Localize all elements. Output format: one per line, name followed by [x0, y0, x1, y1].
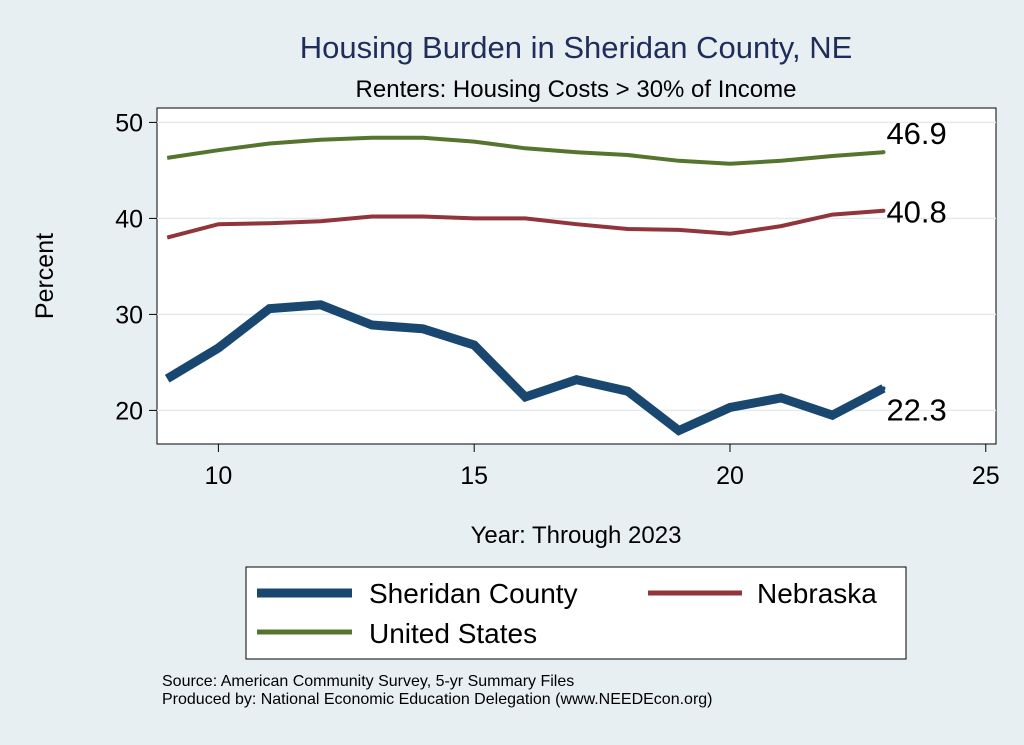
x-tick-label: 20 — [716, 462, 744, 490]
y-tick-label: 50 — [115, 109, 143, 137]
legend-box — [245, 566, 907, 660]
legend-label-sheridan-county: Sheridan County — [369, 578, 578, 609]
x-axis-label: Year: Through 2023 — [471, 522, 682, 549]
producer-note: Produced by: National Economic Education… — [162, 691, 713, 708]
endpoint-marker-sheridan-county — [881, 386, 886, 391]
end-label-sheridan-county: 22.3 — [886, 392, 946, 427]
source-note: Source: American Community Survey, 5-yr … — [162, 673, 575, 690]
chart-title: Housing Burden in Sheridan County, NE — [300, 30, 853, 65]
x-tick-label: 10 — [204, 462, 232, 490]
legend-label-united-states: United States — [369, 618, 537, 649]
series-line-united-states — [166, 135, 884, 166]
chart-subtitle: Renters: Housing Costs > 30% of Income — [356, 76, 797, 103]
legend-label-nebraska: Nebraska — [757, 578, 877, 609]
series-line-nebraska — [166, 208, 884, 240]
x-tick-label: 15 — [460, 462, 488, 490]
endpoint-marker-united-states — [881, 150, 886, 155]
x-tick-label: 25 — [972, 462, 1000, 490]
endpoint-marker-nebraska — [881, 208, 886, 213]
plot-area — [156, 107, 997, 445]
end-label-nebraska: 40.8 — [886, 195, 946, 230]
y-tick-label: 20 — [115, 397, 143, 425]
series-line-sheridan-county — [164, 300, 886, 436]
y-axis-label: Percent — [31, 233, 59, 319]
y-tick-label: 40 — [115, 205, 143, 233]
legend: Sheridan County Nebraska United States — [245, 566, 907, 660]
y-tick-label: 30 — [115, 301, 143, 329]
end-label-united-states: 46.9 — [886, 116, 946, 151]
